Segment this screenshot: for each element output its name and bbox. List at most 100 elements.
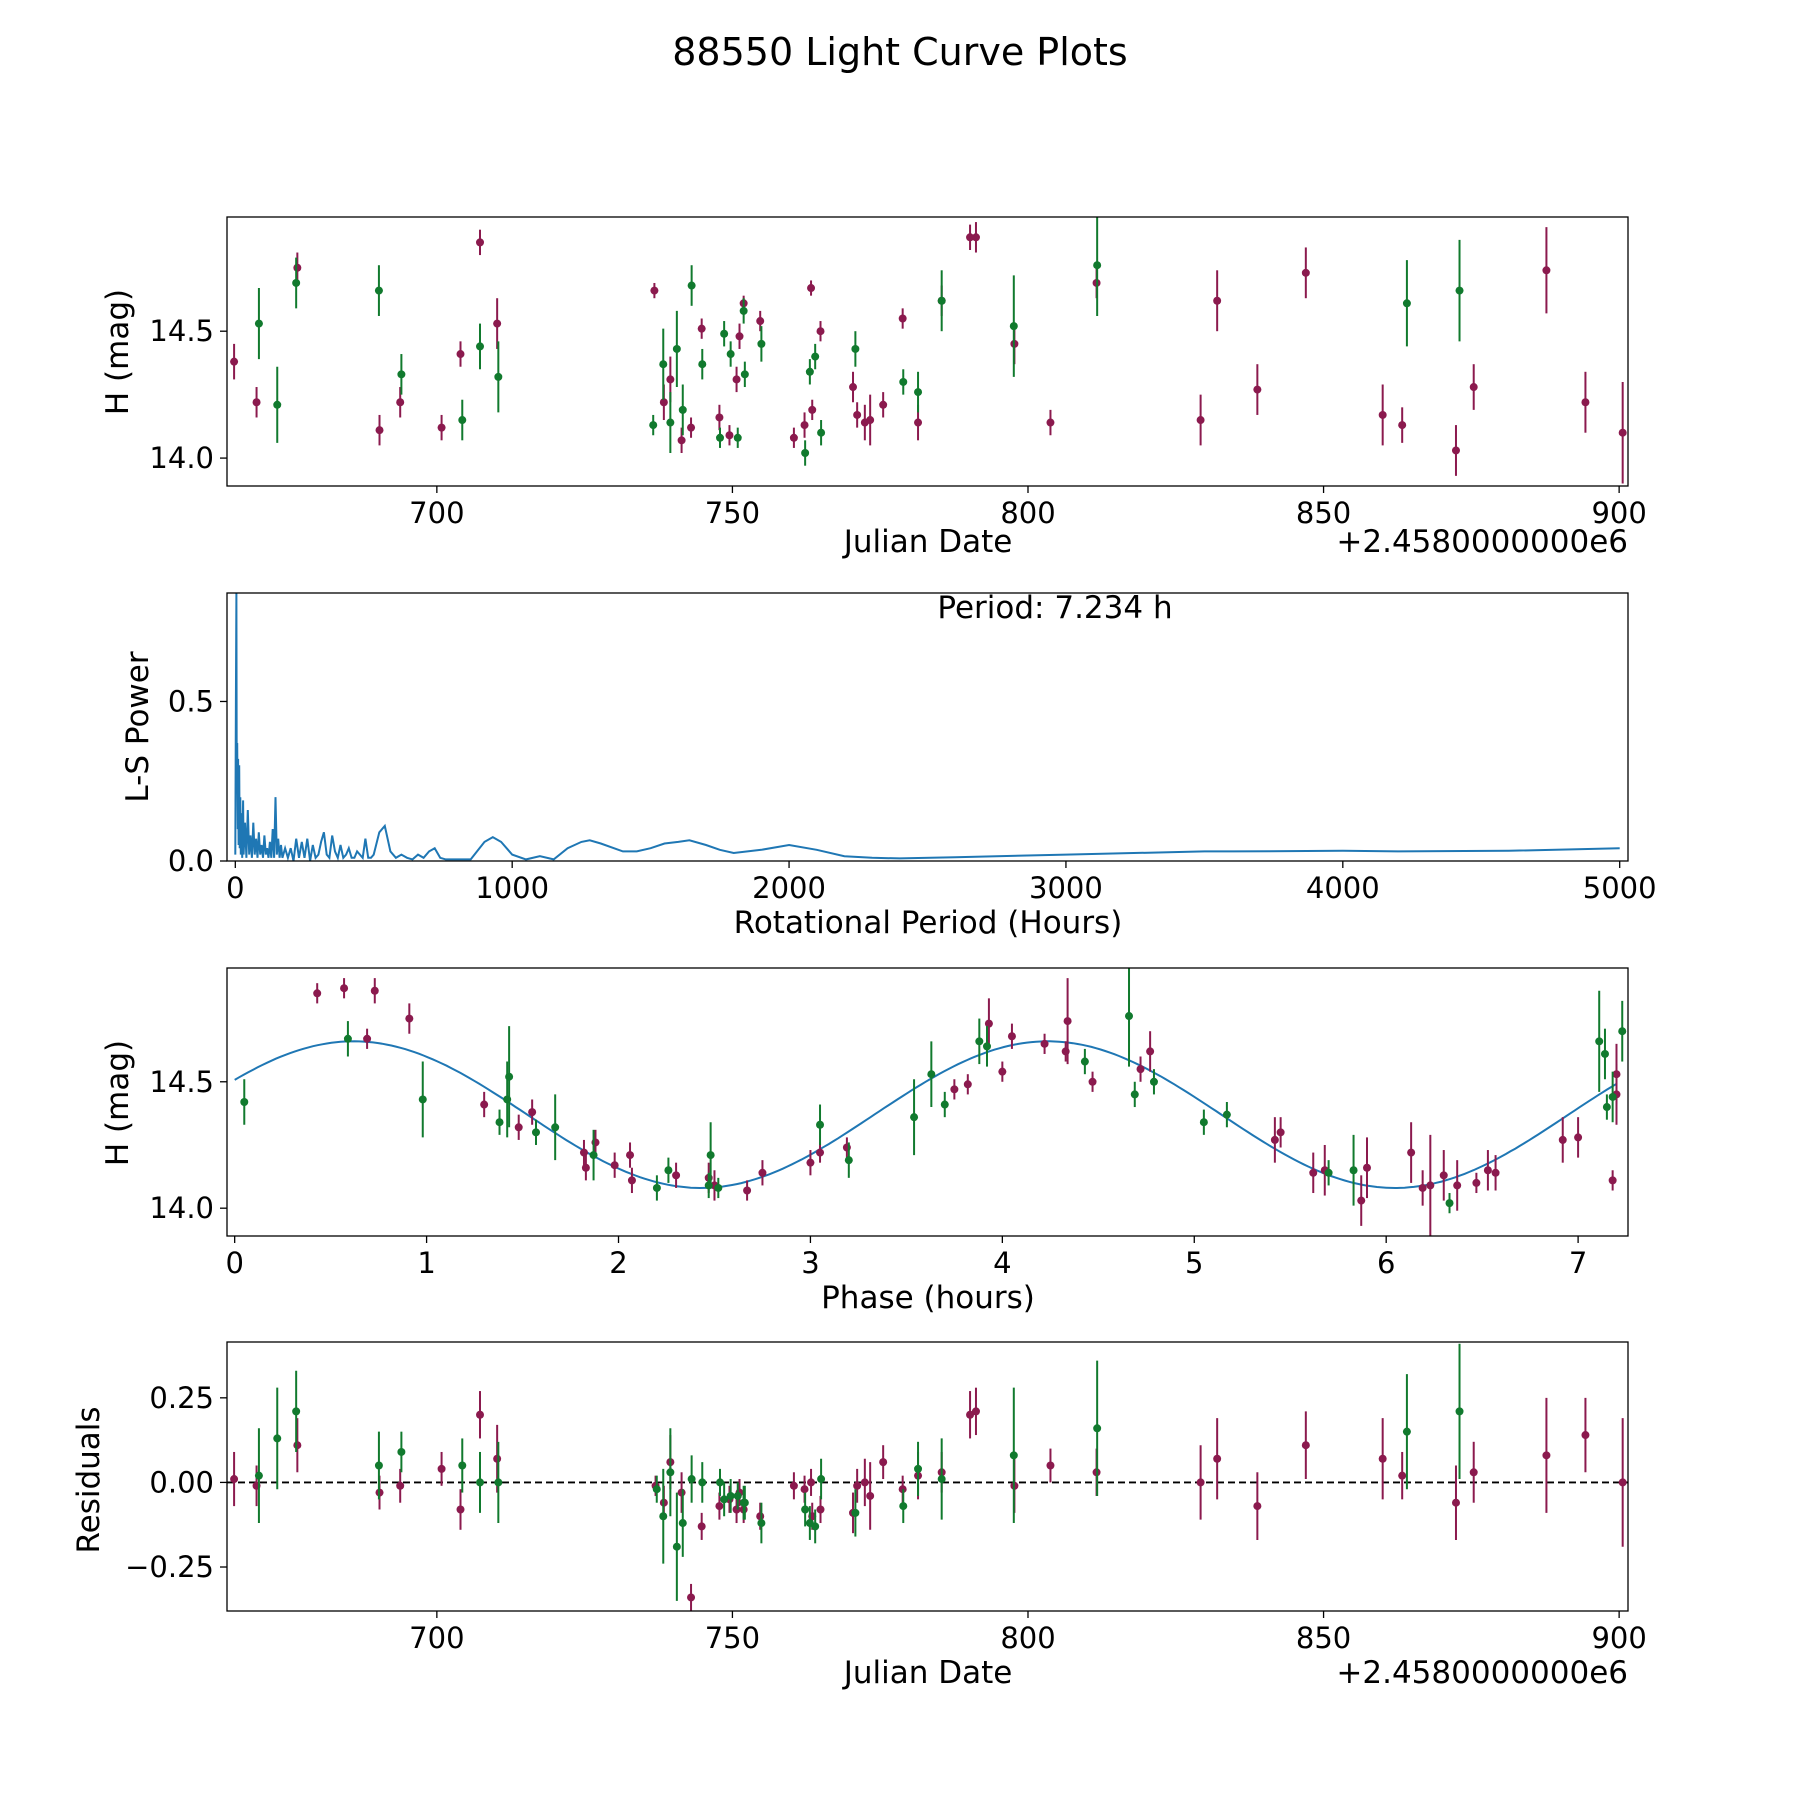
- lightcurve-xtick-label: 800: [1000, 496, 1055, 530]
- lightcurve-data-point: [1301, 268, 1310, 277]
- lightcurve-data-point: [899, 377, 908, 386]
- lightcurve-data-point: [1046, 418, 1055, 427]
- phased-data-point: [1130, 1090, 1139, 1099]
- residuals-data-point: [732, 1505, 741, 1514]
- residuals-data-point: [687, 1475, 696, 1484]
- lightcurve-data-area: [230, 217, 1627, 484]
- lightcurve-data-point: [375, 426, 384, 435]
- phased-data-point: [1199, 1118, 1208, 1127]
- phased-data-point: [1453, 1181, 1462, 1190]
- lightcurve-data-point: [849, 383, 858, 392]
- residuals-data-point: [1542, 1451, 1551, 1460]
- lightcurve-data-point: [914, 388, 923, 397]
- phased-data-point: [343, 1034, 352, 1043]
- residuals-data-point: [476, 1410, 485, 1419]
- residuals-plot: 700 750 800 850 900 0.25 0.00 −0.25: [125, 1341, 1647, 1655]
- lightcurve-data-point: [898, 314, 907, 323]
- residuals-data-point: [476, 1478, 485, 1487]
- lightcurve-series-magenta: [230, 222, 1627, 484]
- lightcurve-data-point: [666, 418, 675, 427]
- phased-data-point: [998, 1067, 1007, 1076]
- residuals-data-point: [666, 1468, 675, 1477]
- residuals-ytick-label: −0.25: [125, 1550, 214, 1584]
- residuals-data-point: [456, 1505, 465, 1514]
- lightcurve-xtick-label: 850: [1296, 496, 1351, 530]
- phased-data-point: [581, 1163, 590, 1172]
- lightcurve-data-point: [735, 332, 744, 341]
- phased-data-point: [551, 1123, 560, 1132]
- residuals-offset-label: +2.4580000000e6: [1336, 1655, 1628, 1691]
- phased-data-point: [1483, 1166, 1492, 1175]
- phased-data-point: [340, 984, 349, 993]
- lightcurve-offset-label: +2.4580000000e6: [1336, 524, 1628, 560]
- residuals-data-point: [677, 1488, 686, 1497]
- residuals-data-point: [672, 1542, 681, 1551]
- residuals-data-point: [273, 1434, 282, 1443]
- lightcurve-xlabel: Julian Date: [842, 524, 1013, 560]
- periodogram-xtick-label: 2000: [752, 871, 826, 905]
- lightcurve-data-point: [1196, 416, 1205, 425]
- residuals-data-point: [756, 1512, 765, 1521]
- residuals-data-point: [716, 1478, 725, 1487]
- residuals-xlabel: Julian Date: [842, 1655, 1013, 1691]
- residuals-ytick-label: 0.25: [149, 1381, 214, 1415]
- lightcurve-data-point: [807, 284, 816, 293]
- lightcurve-panel: H (mag) Julian Date +2.4580000000e6: [100, 289, 1628, 560]
- residuals-data-point: [697, 1522, 706, 1531]
- phased-xtick-label: 6: [1377, 1246, 1395, 1280]
- lightcurve-data-point: [1378, 410, 1387, 419]
- phased-data-area: [234, 968, 1627, 1236]
- lightcurve-data-point: [914, 418, 923, 427]
- phased-data-point: [1418, 1183, 1427, 1192]
- phased-data-point: [806, 1158, 815, 1167]
- periodogram-xtick-label: 4000: [1306, 871, 1380, 905]
- lightcurve-data-point: [1093, 261, 1102, 270]
- phased-data-point: [1574, 1133, 1583, 1142]
- lightcurve-data-point: [1451, 446, 1460, 455]
- phased-data-point: [1357, 1196, 1366, 1205]
- residuals-data-point: [851, 1508, 860, 1517]
- phased-data-point: [844, 1156, 853, 1165]
- phased-data-point: [1007, 1032, 1016, 1041]
- residuals-series-green: [254, 1343, 1464, 1601]
- phased-data-point: [982, 1042, 991, 1051]
- lightcurve-data-point: [687, 423, 696, 432]
- phased-data-point: [528, 1108, 537, 1117]
- residuals-data-point: [1469, 1468, 1478, 1477]
- residuals-data-point: [437, 1464, 446, 1473]
- residuals-data-point: [966, 1410, 975, 1419]
- residuals-data-point: [801, 1505, 810, 1514]
- residuals-data-area: [227, 1343, 1628, 1611]
- phased-data-point: [950, 1085, 959, 1094]
- phased-data-point: [1608, 1092, 1617, 1101]
- lightcurve-data-point: [1469, 383, 1478, 392]
- residuals-data-point: [1402, 1427, 1411, 1436]
- residuals-data-point: [879, 1458, 888, 1467]
- phased-data-point: [1080, 1057, 1089, 1066]
- lightcurve-plot: 700 750 800 850 900 14.0 14.5: [149, 216, 1647, 530]
- phased-data-point: [1040, 1039, 1049, 1048]
- residuals-data-point: [292, 1407, 301, 1416]
- residuals-data-point: [914, 1464, 923, 1473]
- residuals-panel: Residuals Julian Date +2.4580000000e6: [71, 1406, 1628, 1691]
- period-annotation: Period: 7.234 h: [937, 590, 1172, 626]
- lightcurve-data-point: [740, 370, 749, 379]
- residuals-data-point: [494, 1478, 503, 1487]
- lightcurve-data-point: [1618, 428, 1627, 437]
- phased-data-point: [743, 1186, 752, 1195]
- lightcurve-data-point: [971, 233, 980, 242]
- residuals-data-point: [726, 1491, 735, 1500]
- figure-title: 88550 Light Curve Plots: [672, 30, 1127, 74]
- phased-data-point: [910, 1113, 919, 1122]
- lightcurve-data-point: [698, 360, 707, 369]
- phased-fit-curve: [234, 1040, 1618, 1190]
- phased-data-point: [610, 1161, 619, 1170]
- residuals-data-point: [971, 1407, 980, 1416]
- lightcurve-data-point: [396, 398, 405, 407]
- lightcurve-data-point: [494, 372, 503, 381]
- residuals-ylabel: Residuals: [71, 1406, 107, 1553]
- lightcurve-data-point: [659, 360, 668, 369]
- lightcurve-data-point: [720, 329, 729, 338]
- lightcurve-data-point: [1542, 266, 1551, 275]
